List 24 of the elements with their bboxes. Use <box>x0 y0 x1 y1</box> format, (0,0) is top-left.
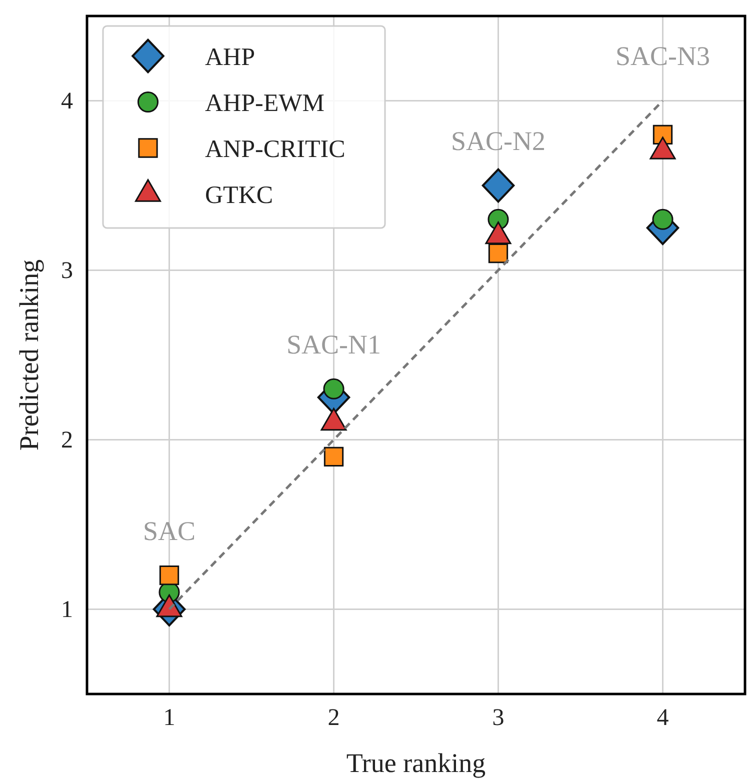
point <box>652 208 674 230</box>
y-axis-title: Predicted ranking <box>14 259 44 451</box>
legend-label: GTKC <box>205 182 274 209</box>
x-tick-label: 2 <box>328 705 340 732</box>
x-axis-title: True ranking <box>346 748 486 778</box>
legend-label: AHP-EWM <box>205 90 324 117</box>
y-tick-label: 1 <box>61 596 73 623</box>
x-tick-label: 3 <box>492 705 504 732</box>
annotation: SAC-N1 <box>286 329 382 360</box>
legend-label: AHP <box>205 44 256 71</box>
legend-label: ANP-CRITIC <box>205 136 346 163</box>
annotation: SAC <box>142 516 196 546</box>
x-tick-label: 1 <box>163 705 176 732</box>
point <box>323 378 344 400</box>
x-tick-label: 4 <box>656 705 669 732</box>
point <box>482 168 515 203</box>
point <box>159 566 180 586</box>
point <box>324 446 344 467</box>
annotation: SAC-N2 <box>450 126 546 156</box>
y-tick-label: 2 <box>61 427 73 454</box>
y-tick-label: 4 <box>61 88 73 114</box>
annotation: SAC-N3 <box>615 41 710 72</box>
y-tick-label: 3 <box>61 258 73 284</box>
point <box>488 243 508 264</box>
